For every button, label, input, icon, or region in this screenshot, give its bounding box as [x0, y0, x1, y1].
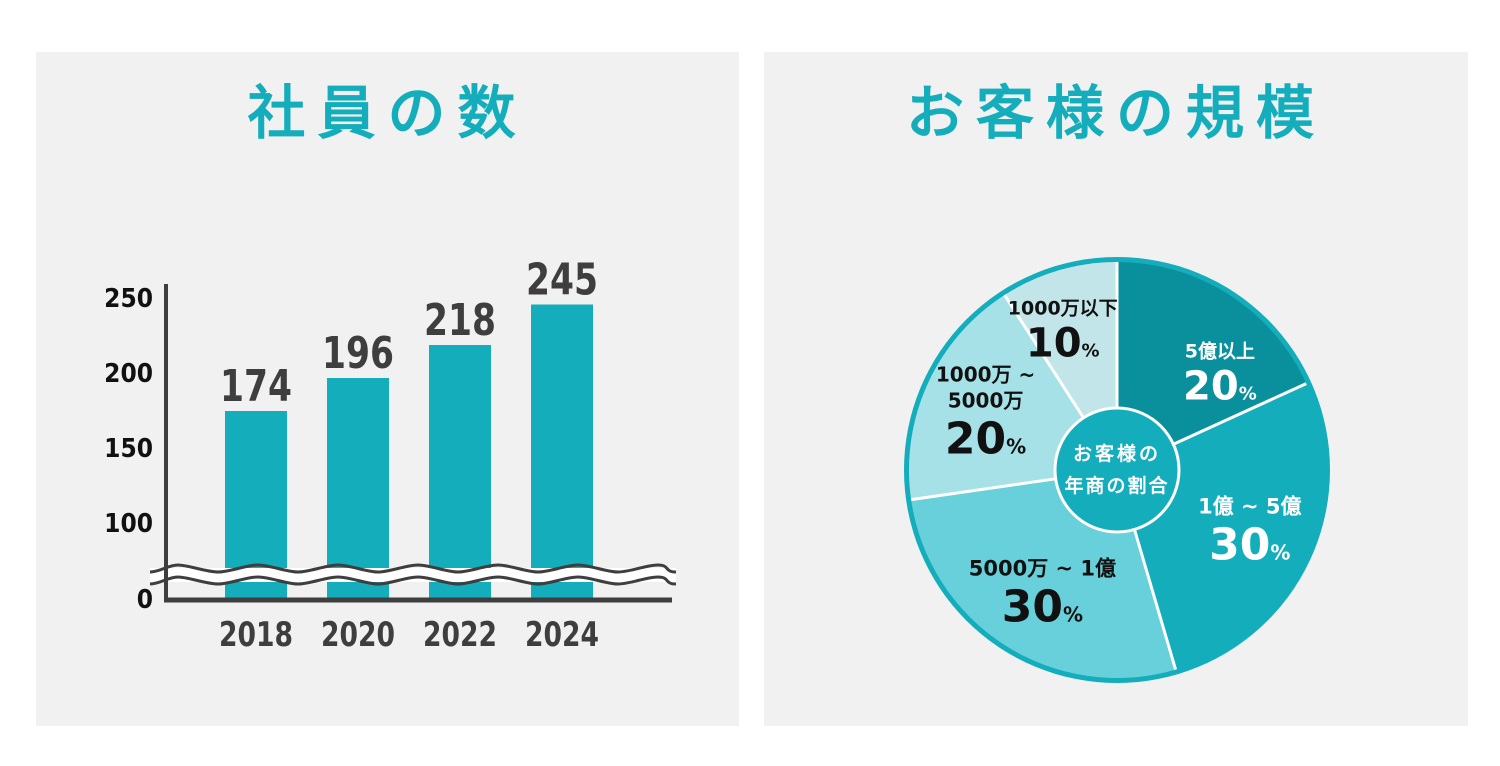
pie-center-circle — [1053, 406, 1181, 534]
bar-2022 — [429, 345, 491, 600]
pie-separator-2 — [1133, 529, 1178, 670]
pie-slice-percent-value-4: 10 — [1026, 321, 1082, 367]
pie-chart-title: お客様の規模 — [905, 79, 1326, 147]
axis-break-wave-upper — [149, 563, 677, 574]
y-tick-label-250: 250 — [104, 284, 153, 314]
pie-slice-percent-value-2: 30 — [1002, 582, 1063, 633]
pie-slice-percent-0: 20% — [1183, 364, 1257, 410]
pie-slice-percent-4: 10% — [1026, 321, 1100, 367]
pie-slice-percent-sign-3: % — [1006, 435, 1026, 459]
x-tick-label-2020: 2020 — [321, 615, 395, 655]
pie-slice-percent-1: 30% — [1209, 520, 1290, 571]
pie-slice-label-3-0: 1000万 ~ — [936, 363, 1035, 387]
x-tick-label-2024: 2024 — [525, 615, 599, 655]
data-label-2018: 174 — [220, 361, 292, 412]
pie-slice-label-4: 1000万以下 — [1008, 298, 1118, 320]
pie-slice-percent-sign-4: % — [1082, 341, 1100, 362]
data-label-2024: 245 — [526, 255, 598, 306]
x-tick-label-2022: 2022 — [423, 615, 497, 655]
pie-slice-percent-value-3: 20 — [945, 414, 1006, 465]
pie-slice-percent-3: 20% — [945, 414, 1026, 465]
pie-slice-percent-value-0: 20 — [1183, 364, 1239, 410]
pie-slice-percent-sign-1: % — [1270, 541, 1290, 565]
bar-2024 — [531, 304, 593, 600]
bar-2020 — [327, 378, 389, 600]
pie-separator-4 — [1003, 294, 1085, 419]
y-tick-label-150: 150 — [104, 434, 153, 464]
axis-break-wave-lower — [149, 575, 677, 586]
bar-chart-title: 社員の数 — [247, 79, 528, 147]
pie-separator-1 — [1172, 382, 1307, 446]
data-label-2020: 196 — [322, 328, 394, 379]
y-tick-label-0: 0 — [137, 585, 153, 615]
y-tick-label-100: 100 — [104, 509, 153, 539]
pie-slice-percent-value-1: 30 — [1209, 520, 1270, 571]
pie-slice-label-1: 1億 ~ 5億 — [1198, 495, 1301, 519]
pie-slice-percent-sign-2: % — [1063, 603, 1083, 627]
pie-slice-label-3-1: 5000万 — [948, 389, 1024, 413]
pie-slice-percent-sign-0: % — [1239, 384, 1257, 405]
x-tick-label-2018: 2018 — [219, 615, 293, 655]
pie-center-label-line1: お客様の — [1073, 442, 1161, 465]
pie-center-label-line2: 年商の割合 — [1064, 474, 1169, 497]
pie-slice-label-0: 5億以上 — [1185, 340, 1255, 363]
pie-slice-label-2: 5000万 ~ 1億 — [969, 557, 1116, 581]
y-tick-label-200: 200 — [104, 359, 153, 389]
pie-slice-percent-2: 30% — [1002, 582, 1083, 633]
pie-slice-0 — [1117, 262, 1307, 470]
pie-separator-3 — [910, 477, 1056, 502]
data-label-2022: 218 — [424, 295, 496, 346]
